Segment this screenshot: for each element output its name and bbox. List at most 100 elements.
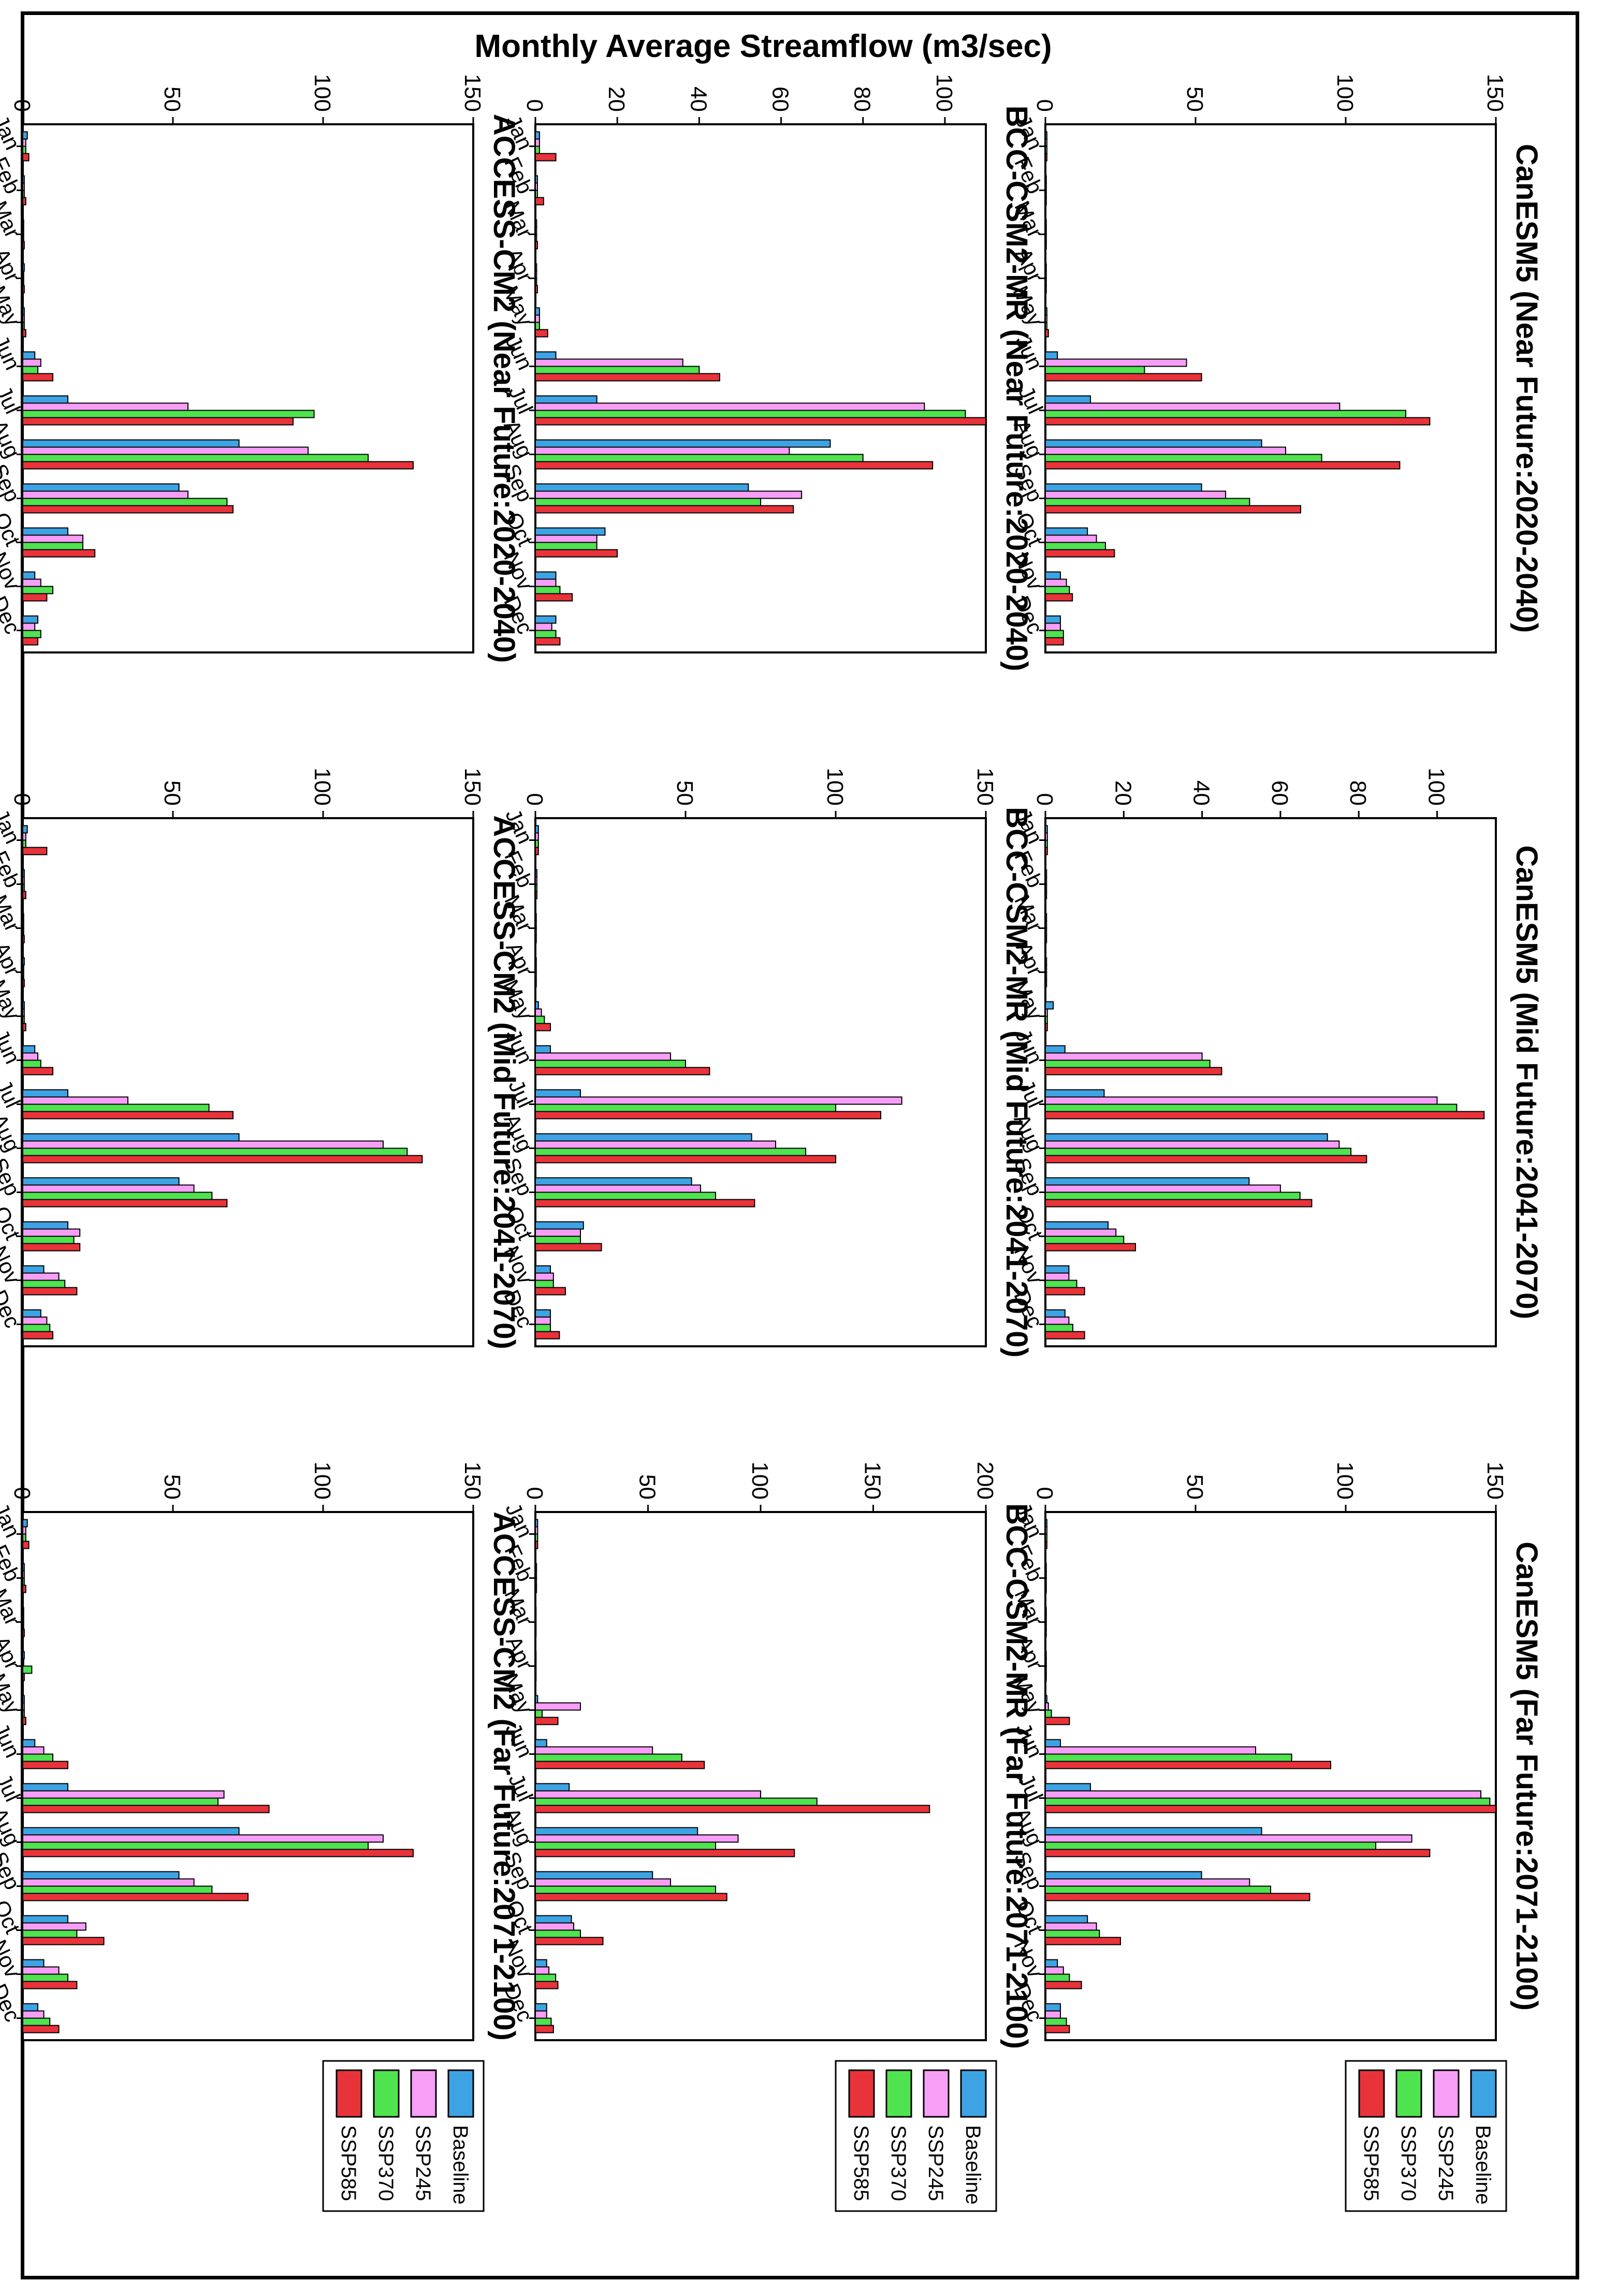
legend-swatch-baseline xyxy=(1470,2069,1497,2118)
bar-baseline-dec xyxy=(22,615,38,624)
bar-ssp370-mar xyxy=(22,1621,24,1630)
bar-ssp245-jun xyxy=(535,1052,671,1061)
bar-ssp245-dec xyxy=(534,622,552,631)
panel-bcc-csm2-mr-far-future: BCC-CSM2-MR (Far Future:2071-2100) 0 50 100… xyxy=(498,1462,1033,2212)
bar-ssp585-apr xyxy=(22,285,25,294)
bar-ssp370-jun xyxy=(535,1059,686,1068)
bar-ssp585-jun xyxy=(534,373,720,382)
bar-ssp245-apr xyxy=(535,270,537,279)
panel-bcc-csm2-mr-near-future: BCC-CSM2-MR (Near Future:2020-2040) 0 20 40… xyxy=(498,74,1033,672)
bar-ssp370-may xyxy=(1044,1709,1052,1718)
bar-baseline-dec xyxy=(22,1309,41,1318)
bar-ssp370-mar xyxy=(1044,234,1047,242)
bar-baseline-mar xyxy=(22,1607,24,1616)
bar-ssp370-apr xyxy=(22,278,24,286)
bar-baseline-mar xyxy=(534,913,537,922)
bar-ssp370-apr xyxy=(22,1665,33,1674)
bar-ssp370-oct xyxy=(22,1929,78,1938)
bar-ssp245-mar xyxy=(22,920,24,929)
bar-ssp245-jul xyxy=(535,402,925,411)
bar-ssp585-jan xyxy=(1045,1541,1047,1549)
bar-ssp245-nov xyxy=(1044,578,1067,587)
bar-ssp245-apr xyxy=(22,964,24,973)
bar-ssp245-sep xyxy=(22,1184,195,1193)
bar-ssp245-dec xyxy=(535,2010,547,2019)
legend-label: SSP245 xyxy=(924,2125,947,2201)
bar-baseline-may xyxy=(1045,307,1047,316)
bar-ssp245-mar xyxy=(1044,920,1047,929)
bar-ssp245-jun xyxy=(1045,1746,1256,1755)
bar-ssp370-dec xyxy=(22,630,41,638)
bar-ssp585-oct xyxy=(1045,1937,1121,1945)
x-tick-label: Jul xyxy=(0,1770,25,1806)
bar-ssp370-jul xyxy=(535,410,966,418)
bar-ssp245-aug xyxy=(535,446,790,455)
bar-baseline-feb xyxy=(22,175,25,184)
bar-baseline-nov xyxy=(535,1265,551,1274)
y-tick-label: 200 xyxy=(972,1462,998,1500)
bar-baseline-sep xyxy=(534,483,749,492)
bar-ssp245-jun xyxy=(1045,1052,1203,1061)
legend-label: SSP585 xyxy=(1360,2125,1382,2201)
y-tick-label: 150 xyxy=(972,768,998,806)
bar-ssp370-aug xyxy=(535,1841,716,1850)
y-tick-label: 50 xyxy=(159,1474,185,1500)
legend-swatch-baseline xyxy=(960,2069,987,2118)
bar-baseline-may xyxy=(535,1001,539,1010)
bar-baseline-jul xyxy=(1045,1089,1105,1098)
bar-ssp370-jun xyxy=(535,1753,682,1762)
bar-baseline-jan xyxy=(535,131,540,140)
bar-ssp585-may xyxy=(1045,329,1049,338)
bar-baseline-oct xyxy=(1045,1915,1088,1924)
bar-ssp245-feb xyxy=(1044,1570,1047,1579)
bar-baseline-may xyxy=(535,1695,538,1704)
bar-baseline-jun xyxy=(535,1045,551,1054)
bar-ssp370-dec xyxy=(1045,1324,1073,1332)
bar-ssp245-jan xyxy=(535,138,540,147)
x-tick-label: Apr xyxy=(0,1632,25,1673)
bar-ssp245-jan xyxy=(1044,832,1048,841)
bar-ssp370-jan xyxy=(1045,146,1047,154)
legend-swatch-ssp370 xyxy=(373,2069,400,2118)
bar-ssp245-jan xyxy=(22,832,26,841)
y-tick-label: 0 xyxy=(1032,99,1057,112)
panel-access-cm2-far-future: ACCESS-CM2 (Far Future:2071-2100) 0 50 100 1… xyxy=(0,1462,521,2212)
legend-box xyxy=(835,2060,997,2212)
y-tick-label: 150 xyxy=(1482,1462,1508,1500)
bar-baseline-jan xyxy=(1044,825,1048,834)
bar-ssp245-oct xyxy=(534,534,598,543)
bar-baseline-jun xyxy=(534,351,557,360)
bar-baseline-jun xyxy=(535,1739,547,1748)
y-tick-label: 50 xyxy=(159,780,185,806)
bar-baseline-aug xyxy=(535,439,831,448)
bar-ssp370-nov xyxy=(1044,1280,1077,1288)
bar-ssp585-jun xyxy=(22,373,53,382)
bar-ssp370-feb xyxy=(535,1577,537,1586)
bar-ssp370-dec xyxy=(1045,630,1064,638)
legend-swatch-ssp585 xyxy=(848,2069,875,2118)
bar-ssp585-jun xyxy=(1045,1761,1331,1769)
bar-ssp370-sep xyxy=(535,498,761,506)
y-tick-label: 0 xyxy=(1032,1487,1057,1500)
bar-baseline-oct xyxy=(535,527,606,536)
bar-baseline-feb xyxy=(22,1563,25,1572)
bar-ssp370-jul xyxy=(535,1797,818,1806)
bar-ssp585-jan xyxy=(22,1541,30,1549)
y-tick-label: 0 xyxy=(522,1487,547,1500)
bar-ssp585-may xyxy=(22,329,26,338)
bar-ssp245-apr xyxy=(1044,964,1047,973)
legend-label: SSP370 xyxy=(1397,2125,1420,2201)
y-tick-label: 150 xyxy=(460,1462,485,1500)
bar-ssp245-sep xyxy=(1044,1184,1281,1193)
bar-ssp245-nov xyxy=(1045,1272,1070,1281)
bar-ssp245-jun xyxy=(1044,358,1187,367)
bar-baseline-mar xyxy=(22,913,24,922)
y-tick-label: 150 xyxy=(860,1462,885,1500)
bar-baseline-mar xyxy=(1044,219,1047,228)
bar-ssp585-mar xyxy=(22,241,25,250)
bar-baseline-aug xyxy=(22,1827,240,1836)
bar-baseline-aug xyxy=(1044,439,1262,448)
bar-ssp585-sep xyxy=(22,1199,228,1208)
bar-ssp370-nov xyxy=(22,1280,66,1288)
bar-ssp245-mar xyxy=(534,1614,537,1623)
